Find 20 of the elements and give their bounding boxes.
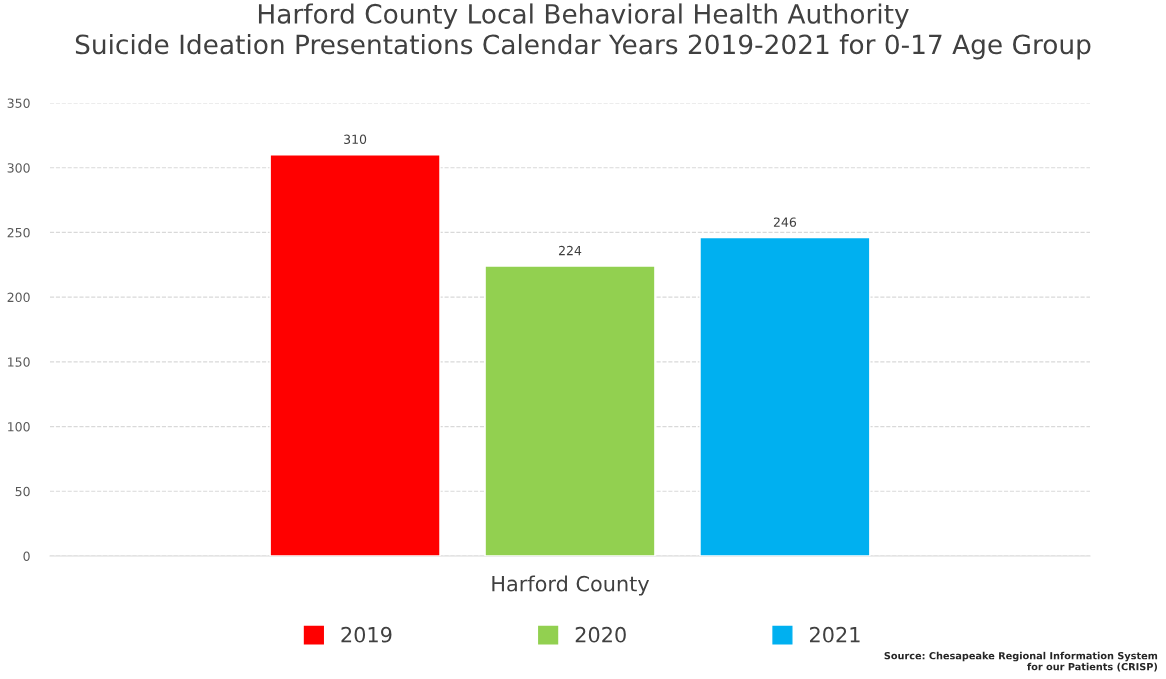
data-label: 224 — [558, 245, 582, 256]
y-tick-label: 0 — [23, 551, 30, 561]
y-tick-label: 350 — [7, 98, 30, 108]
bar — [484, 265, 656, 556]
bar — [699, 236, 871, 556]
legend-label: 2020 — [575, 626, 626, 643]
y-tick-label: 150 — [8, 357, 30, 367]
source-note: Source: Chesapeake Regional Information System for our Patients (CRISP) — [884, 651, 1158, 672]
chart-title: Harford County Local Behavioral Health Authority Suicide Ideation Presentations Calendar Years 2019-2021 for 0-17 Age Group — [75, 3, 1091, 60]
y-tick-label: 300 — [7, 163, 30, 173]
y-tick-label: 250 — [7, 227, 30, 238]
legend-label: 2019 — [341, 626, 392, 643]
legend-label: 2021 — [810, 626, 860, 643]
x-tick-label: Harford County — [492, 575, 650, 596]
y-tick-label: 200 — [7, 292, 30, 303]
y-tick-label: 50 — [15, 486, 30, 497]
data-label: 310 — [344, 134, 367, 145]
bar — [269, 154, 441, 556]
y-tick-label: 100 — [8, 422, 30, 432]
data-label: 246 — [773, 217, 797, 227]
